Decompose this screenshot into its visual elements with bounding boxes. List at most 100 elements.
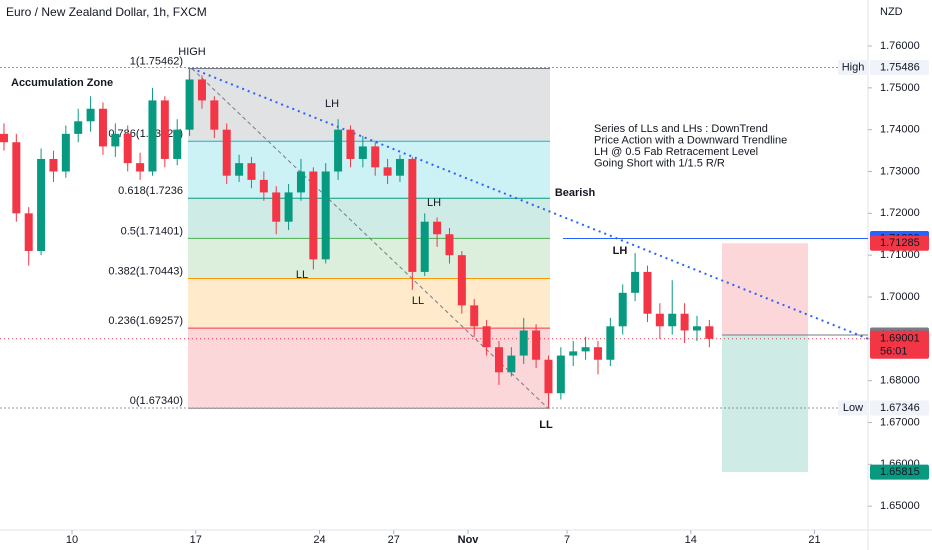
chart-title: Euro / New Zealand Dollar, 1h, FXCM <box>6 5 207 19</box>
candle-body <box>371 146 380 168</box>
candle-body <box>519 330 528 356</box>
y-tick-label: 1.65000 <box>880 500 920 512</box>
x-tick-label: 24 <box>313 534 325 546</box>
fib-label: 0.5(1.71401) <box>121 225 183 237</box>
price-label: 1.75486 <box>880 61 920 73</box>
price-label-box <box>870 60 929 76</box>
candle-body <box>643 271 652 314</box>
y-tick-label: 1.67000 <box>880 416 920 428</box>
candle-body <box>705 326 714 339</box>
trend-line <box>191 67 869 340</box>
annotation: Accumulation Zone <box>11 77 113 89</box>
candle-body <box>98 108 107 147</box>
x-tick-label: 27 <box>388 534 400 546</box>
fib-label: 1(1.75462) <box>130 55 183 67</box>
annotation: LH <box>325 98 339 110</box>
stop-zone <box>722 243 808 336</box>
candle-body <box>433 221 442 235</box>
y-tick-label: 1.68000 <box>880 375 920 387</box>
candle-body <box>309 171 318 260</box>
candle-body <box>185 79 194 130</box>
annotation: Bearish <box>555 187 596 199</box>
candle-body <box>606 326 615 360</box>
fib-label: 0.618(1.7236 <box>118 185 183 197</box>
note-line: LH @ 0.5 Fab Retracement Level <box>594 146 758 158</box>
candle-body <box>24 213 33 251</box>
fib-label: 0.786(1.73724) <box>108 128 183 140</box>
x-tick-label: Nov <box>458 534 480 546</box>
candle-body <box>136 163 145 172</box>
candle-body <box>420 221 429 272</box>
candle-body <box>123 133 132 164</box>
price-label: 1.65815 <box>880 466 920 478</box>
candle-body <box>358 146 367 159</box>
candle-body <box>74 121 83 134</box>
candle-body <box>49 158 58 172</box>
y-tick-label: 1.71000 <box>880 249 920 261</box>
candle-body <box>532 330 541 360</box>
price-label-box <box>870 235 929 251</box>
annotation: LL <box>412 295 424 307</box>
x-tick-label: 14 <box>685 534 697 546</box>
y-tick-label: 1.75000 <box>880 82 920 94</box>
price-label: 1.67346 <box>880 402 920 414</box>
candle-body <box>395 158 404 176</box>
candle-body <box>692 326 701 331</box>
x-tick-label: 21 <box>808 534 820 546</box>
note-line: Series of LLs and LHs : DownTrend <box>594 123 768 135</box>
fib-band <box>188 238 550 279</box>
candle-body <box>272 192 281 222</box>
x-tick-label: 7 <box>564 534 570 546</box>
candle-body <box>197 79 206 101</box>
candle-body <box>235 163 244 176</box>
fib-band <box>188 68 550 142</box>
candle-body <box>86 108 95 122</box>
candle-body <box>680 313 689 331</box>
target-zone <box>722 335 808 473</box>
candle-body <box>321 171 330 260</box>
y-tick-label: 1.70000 <box>880 291 920 303</box>
candle-body <box>569 351 578 356</box>
fib-label: 0.382(1.70443) <box>108 265 183 277</box>
annotation: LL <box>296 269 308 281</box>
candle-body <box>668 313 677 327</box>
candle-body <box>482 326 491 348</box>
diagonal <box>191 68 549 409</box>
candle-body <box>556 355 565 394</box>
candle-body <box>12 142 21 214</box>
candle-body <box>37 158 46 251</box>
candle-body <box>494 347 503 373</box>
y-tick-label: 1.73000 <box>880 165 920 177</box>
candle-body <box>457 255 466 306</box>
candle-body <box>507 355 516 373</box>
candle-body <box>296 171 305 193</box>
annotation: LL <box>539 419 553 431</box>
price-label-box <box>870 464 929 480</box>
candle-body <box>111 133 120 147</box>
annotation: HIGH <box>178 46 206 58</box>
price-label-box <box>870 330 929 359</box>
fib-band <box>188 278 550 329</box>
price-timer: 56:01 <box>880 346 908 358</box>
candle-body <box>618 292 627 327</box>
price-label: 1.71285 <box>880 237 920 249</box>
candle-body <box>334 129 343 172</box>
note-line: Price Action with a Downward Trendline <box>594 134 787 146</box>
candle-body <box>61 133 70 172</box>
candle-body <box>581 347 590 352</box>
candle-body <box>408 158 417 272</box>
annotation: LH <box>427 197 441 209</box>
candle-body <box>148 100 157 172</box>
fib-label: 0(1.67340) <box>130 395 183 407</box>
candle-body <box>544 359 553 394</box>
fib-label: 0.236(1.69257) <box>108 315 183 327</box>
candle-body <box>655 313 664 327</box>
price-tag: High <box>842 61 865 73</box>
candle-body <box>284 192 293 222</box>
candle-body <box>160 100 169 159</box>
candle-body <box>259 179 268 193</box>
candle-body <box>631 271 640 293</box>
